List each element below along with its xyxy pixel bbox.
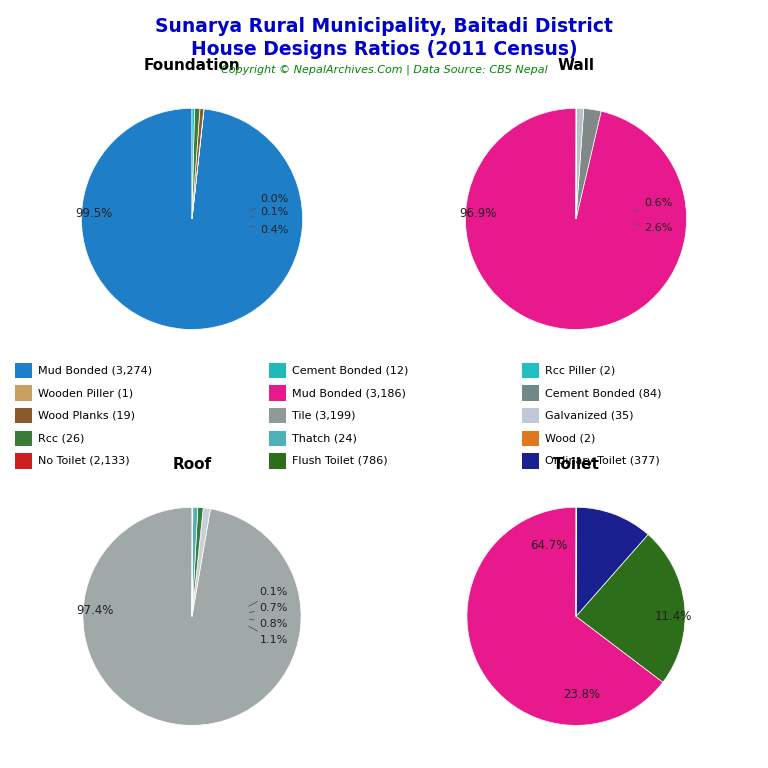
Bar xyxy=(269,408,286,423)
Text: 97.4%: 97.4% xyxy=(76,604,114,617)
Text: 99.5%: 99.5% xyxy=(75,207,112,220)
Text: Ordinary Toilet (377): Ordinary Toilet (377) xyxy=(545,456,660,466)
Text: Wood Planks (19): Wood Planks (19) xyxy=(38,411,135,421)
Text: 0.4%: 0.4% xyxy=(250,225,289,235)
Text: 2.6%: 2.6% xyxy=(634,223,673,233)
Bar xyxy=(522,362,539,378)
Text: 0.7%: 0.7% xyxy=(250,603,288,613)
Wedge shape xyxy=(576,535,685,682)
Title: Foundation: Foundation xyxy=(144,58,240,72)
Title: Roof: Roof xyxy=(173,457,211,472)
Wedge shape xyxy=(192,508,193,616)
Wedge shape xyxy=(81,108,303,329)
Text: 11.4%: 11.4% xyxy=(654,610,692,623)
Text: No Toilet (2,133): No Toilet (2,133) xyxy=(38,456,130,466)
Text: Copyright © NepalArchives.Com | Data Source: CBS Nepal: Copyright © NepalArchives.Com | Data Sou… xyxy=(220,65,548,75)
Text: Rcc Piller (2): Rcc Piller (2) xyxy=(545,366,615,376)
Text: Flush Toilet (786): Flush Toilet (786) xyxy=(292,456,388,466)
Text: 64.7%: 64.7% xyxy=(530,539,568,552)
Text: Thatch (24): Thatch (24) xyxy=(292,433,356,443)
Text: 0.1%: 0.1% xyxy=(250,207,289,217)
Bar xyxy=(522,386,539,401)
Wedge shape xyxy=(192,108,194,219)
Text: Wooden Piller (1): Wooden Piller (1) xyxy=(38,388,134,398)
Text: Wood (2): Wood (2) xyxy=(545,433,596,443)
Text: 0.8%: 0.8% xyxy=(250,619,288,629)
Wedge shape xyxy=(576,108,601,219)
Bar xyxy=(15,386,32,401)
Text: 23.8%: 23.8% xyxy=(563,688,600,701)
Wedge shape xyxy=(576,508,648,616)
Wedge shape xyxy=(465,108,687,329)
Text: 0.1%: 0.1% xyxy=(249,588,288,606)
Bar xyxy=(269,362,286,378)
Text: Rcc (26): Rcc (26) xyxy=(38,433,84,443)
Text: Cement Bonded (12): Cement Bonded (12) xyxy=(292,366,409,376)
Wedge shape xyxy=(192,508,198,616)
Bar xyxy=(15,362,32,378)
Title: Toilet: Toilet xyxy=(552,457,600,472)
Wedge shape xyxy=(192,109,204,219)
Wedge shape xyxy=(576,108,584,219)
Bar xyxy=(269,386,286,401)
Text: 1.1%: 1.1% xyxy=(249,627,288,645)
Bar xyxy=(522,431,539,446)
Bar xyxy=(522,453,539,468)
Text: Tile (3,199): Tile (3,199) xyxy=(292,411,356,421)
Text: Sunarya Rural Municipality, Baitadi District: Sunarya Rural Municipality, Baitadi Dist… xyxy=(155,17,613,36)
Text: Mud Bonded (3,274): Mud Bonded (3,274) xyxy=(38,366,153,376)
Bar xyxy=(269,453,286,468)
Text: 96.9%: 96.9% xyxy=(459,207,496,220)
Text: Mud Bonded (3,186): Mud Bonded (3,186) xyxy=(292,388,406,398)
Wedge shape xyxy=(83,508,301,725)
Wedge shape xyxy=(192,108,204,219)
Bar xyxy=(522,408,539,423)
Bar xyxy=(15,408,32,423)
Bar xyxy=(15,453,32,468)
Wedge shape xyxy=(467,508,663,725)
Wedge shape xyxy=(192,508,204,616)
Text: 0.6%: 0.6% xyxy=(634,198,673,211)
Title: Wall: Wall xyxy=(558,58,594,72)
Text: House Designs Ratios (2011 Census): House Designs Ratios (2011 Census) xyxy=(190,40,578,59)
Text: Galvanized (35): Galvanized (35) xyxy=(545,411,634,421)
Bar xyxy=(15,431,32,446)
Text: Cement Bonded (84): Cement Bonded (84) xyxy=(545,388,662,398)
Text: 0.0%: 0.0% xyxy=(250,194,289,211)
Bar xyxy=(269,431,286,446)
Wedge shape xyxy=(192,508,210,616)
Wedge shape xyxy=(192,108,200,219)
